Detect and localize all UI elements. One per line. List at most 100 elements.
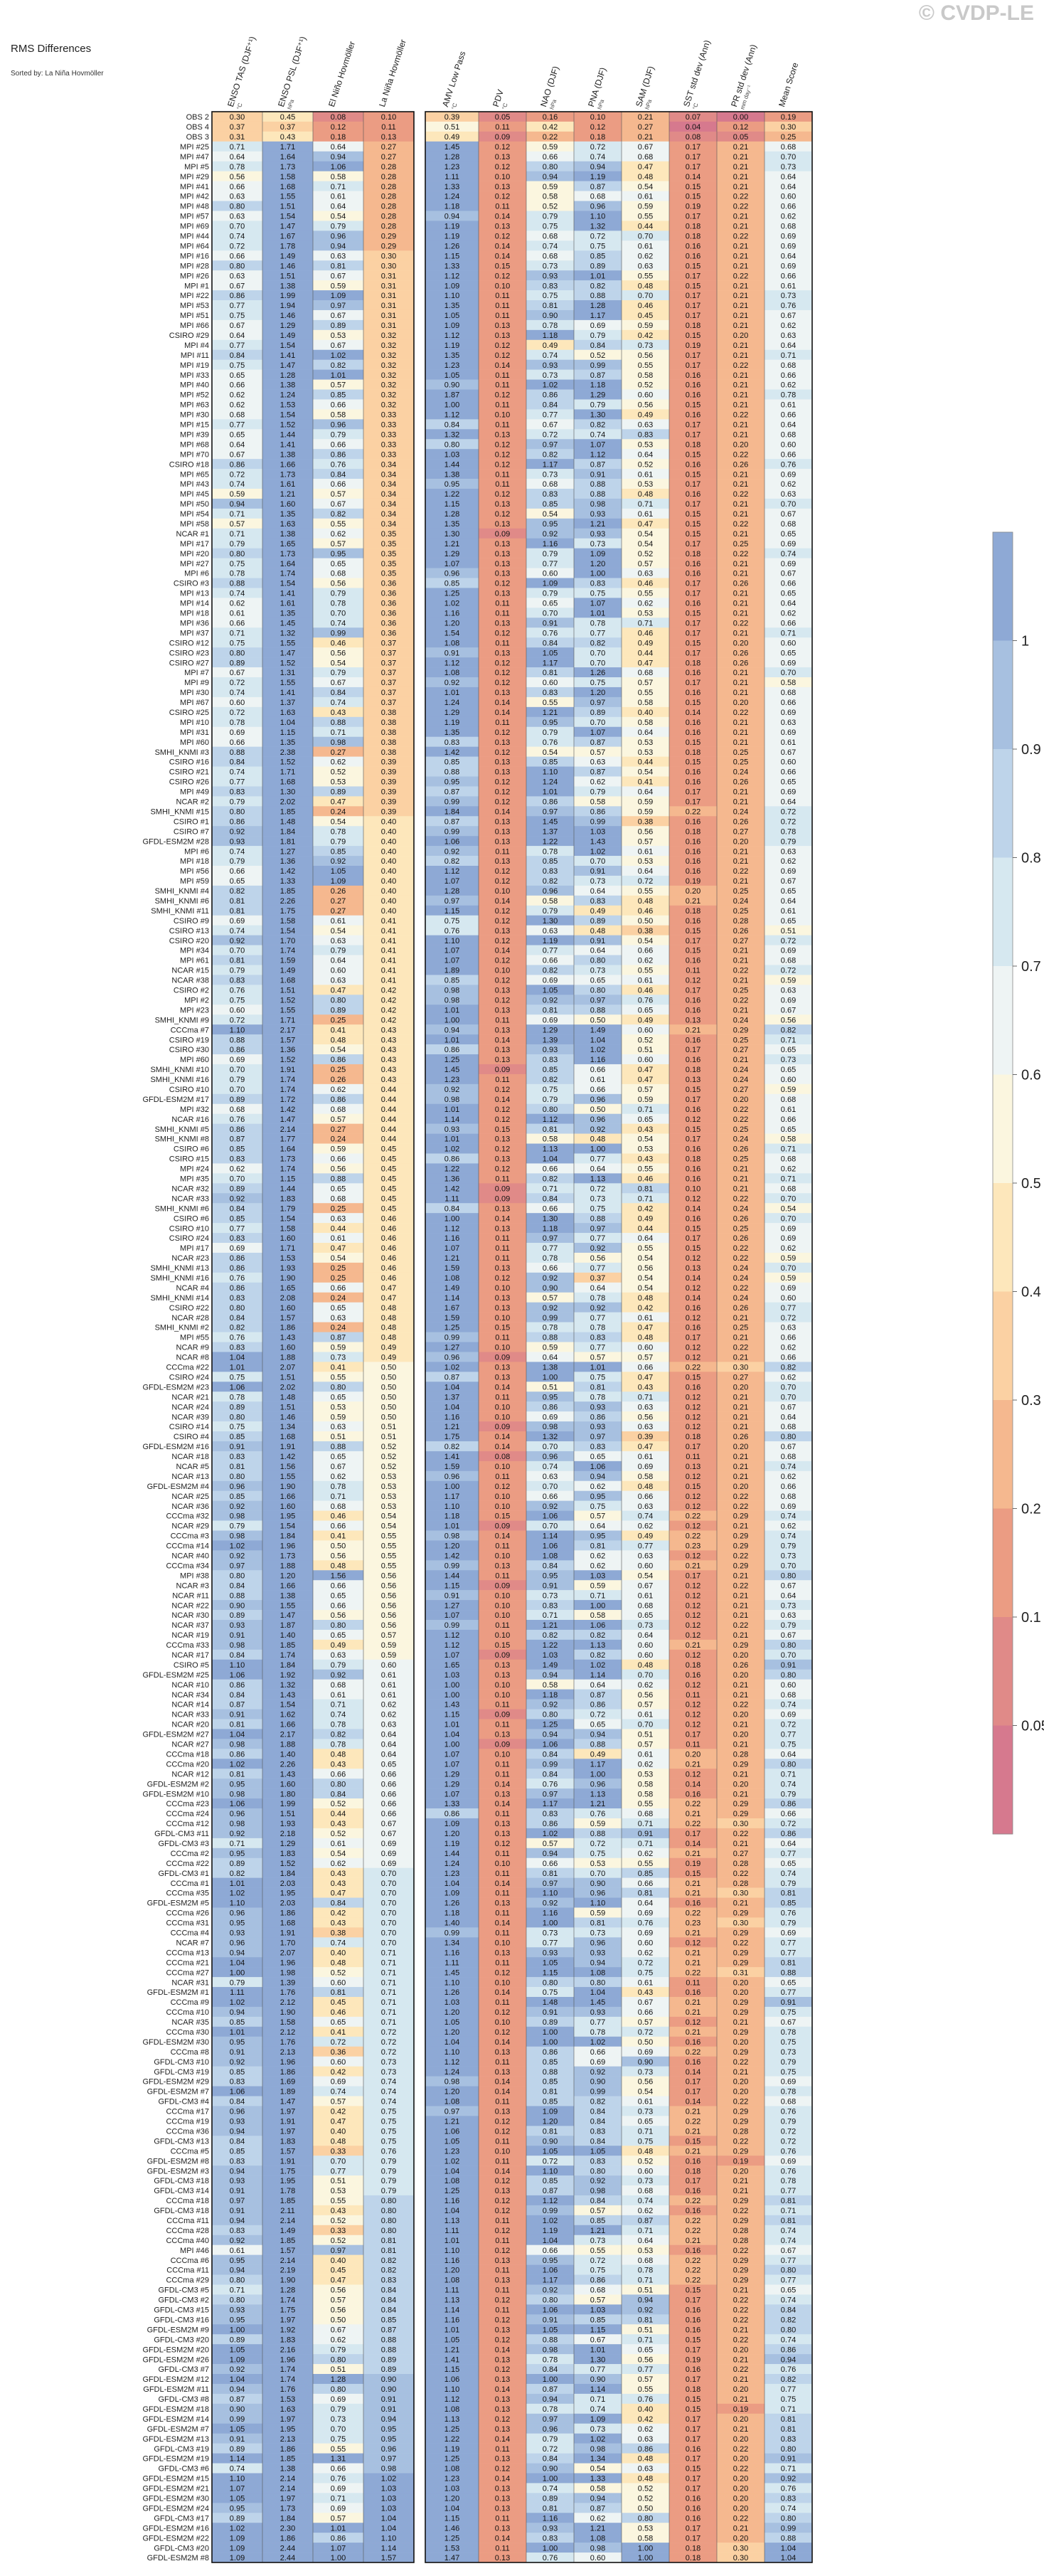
heatmap-cell (425, 459, 479, 470)
cell-value: 1.18 (543, 1691, 558, 1700)
cell-value: 0.62 (781, 1165, 796, 1174)
cell-value: 0.80 (230, 649, 245, 657)
cell-value: 0.18 (686, 1661, 701, 1670)
cell-value: 0.93 (543, 1046, 558, 1054)
heatmap-cell (622, 379, 669, 390)
cell-value: 0.48 (381, 1324, 396, 1332)
heatmap-cell (574, 191, 622, 201)
cell-value: 0.58 (543, 1135, 558, 1144)
heatmap-cell (262, 191, 313, 201)
cell-value: 0.16 (686, 1175, 701, 1184)
row-label: CCCma #17 (166, 2108, 209, 2116)
cell-value: 0.67 (230, 669, 245, 677)
cell-value: 0.45 (381, 1175, 396, 1184)
row-label: MPI #24 (180, 1165, 209, 1174)
row-label: MPI #6 (184, 847, 209, 856)
cell-value: 0.53 (381, 1473, 396, 1481)
cell-value: 0.74 (781, 1532, 796, 1541)
cell-value: 0.70 (381, 1899, 396, 1908)
column-header: Mean Score (777, 61, 800, 108)
cell-value: 1.33 (444, 183, 459, 191)
heatmap-cell (262, 230, 313, 241)
cell-value: 1.03 (444, 1671, 459, 1680)
heatmap-cell (717, 260, 765, 271)
cell-value: 1.34 (280, 1423, 295, 1431)
cell-value: 0.11 (495, 847, 510, 856)
heatmap-cell (479, 379, 526, 390)
cell-value: 0.63 (638, 421, 653, 430)
cell-value: 0.14 (686, 709, 701, 717)
cell-value: 1.33 (280, 877, 295, 886)
row-label: MPI #57 (180, 213, 209, 221)
cell-value: 0.79 (543, 728, 558, 737)
cell-value: 1.20 (444, 1542, 459, 1551)
cell-value: 0.21 (733, 857, 748, 866)
cell-value: 0.11 (686, 967, 701, 975)
cell-value: 0.28 (733, 1880, 748, 1888)
cell-value: 1.84 (280, 827, 295, 836)
heatmap-cell (262, 260, 313, 271)
cell-value: 1.38 (280, 282, 295, 290)
cell-value: 0.86 (590, 807, 605, 816)
cell-value: 1.12 (444, 659, 459, 667)
heatmap-cell (262, 329, 313, 341)
cell-value: 0.18 (686, 322, 701, 330)
cell-value: 0.53 (590, 1860, 605, 1868)
cell-value: 1.22 (444, 1165, 459, 1174)
cell-value: 1.25 (543, 1721, 558, 1729)
cell-value: 0.20 (733, 837, 748, 846)
cell-value: 0.60 (543, 679, 558, 687)
cell-value: 0.82 (230, 887, 245, 896)
cell-value: 0.22 (733, 1115, 748, 1124)
cell-value: 0.62 (381, 1701, 396, 1710)
cell-value: 1.12 (590, 450, 605, 459)
cell-value: 0.77 (590, 1155, 605, 1164)
cell-value: 1.16 (590, 1056, 605, 1064)
cell-value: 0.68 (781, 223, 796, 231)
cell-value: 0.83 (590, 580, 605, 588)
cell-value: 0.87 (590, 371, 605, 380)
row-label: CSIRO #24 (169, 1234, 209, 1243)
heatmap-cell (669, 221, 717, 231)
cell-value: 0.61 (381, 1691, 396, 1700)
cell-value: 0.14 (495, 1096, 510, 1104)
cell-value: 0.11 (495, 1254, 510, 1263)
heatmap-cell (669, 439, 717, 450)
cell-value: 0.12 (686, 1413, 701, 1421)
cell-value: 0.91 (781, 1661, 796, 1670)
row-label: NCAR #4 (176, 1284, 209, 1293)
heatmap-cell (262, 121, 313, 132)
cell-value: 0.26 (733, 1433, 748, 1441)
cell-value: 0.72 (781, 1721, 796, 1729)
heatmap-cell (669, 449, 717, 460)
cell-value: 1.08 (444, 1274, 459, 1283)
cell-value: 0.68 (230, 411, 245, 420)
cell-value: 0.66 (230, 738, 245, 747)
heatmap-cell (717, 319, 765, 331)
cell-value: 0.82 (230, 1324, 245, 1332)
row-label: MPI #45 (180, 490, 209, 499)
cell-value: 0.66 (331, 440, 346, 449)
cell-value: 0.85 (543, 2058, 558, 2067)
heatmap-cell (526, 191, 574, 201)
cell-value: 1.06 (230, 1800, 245, 1808)
cell-value: 1.00 (543, 1373, 558, 1382)
cell-value: 0.13 (495, 2048, 510, 2057)
cell-value: 0.49 (638, 1016, 653, 1024)
cell-value: 1.59 (280, 957, 295, 965)
cell-value: 0.12 (495, 1483, 510, 1491)
heatmap-cell (669, 489, 717, 499)
cell-value: 0.40 (381, 837, 396, 846)
cell-value: 0.27 (331, 907, 346, 916)
cell-value: 0.79 (230, 540, 245, 548)
cell-value: 0.48 (381, 1304, 396, 1313)
cell-value: 1.60 (280, 500, 295, 509)
heatmap-cell (669, 459, 717, 470)
row-label: NCAR #29 (171, 1522, 209, 1531)
cell-value: 1.04 (444, 2038, 459, 2047)
row-label: GFDL-CM3 #6 (158, 2465, 209, 2474)
cell-value: 1.65 (280, 540, 295, 548)
cell-value: 0.17 (686, 788, 701, 797)
cell-value: 0.12 (495, 1086, 510, 1094)
cell-value: 1.32 (590, 223, 605, 231)
